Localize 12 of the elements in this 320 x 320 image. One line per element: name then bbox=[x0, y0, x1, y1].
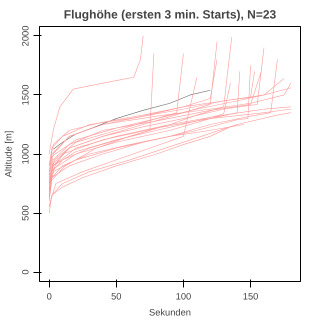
x-tick-label: 50 bbox=[111, 292, 122, 302]
y-tick-label: 500 bbox=[20, 205, 30, 221]
chart-title: Flughöhe (ersten 3 min. Starts), N=23 bbox=[64, 8, 277, 22]
y-tick-label: 0 bbox=[20, 269, 30, 275]
y-tick-label: 1000 bbox=[20, 144, 30, 164]
x-axis-title: Sekunden bbox=[148, 308, 192, 318]
y-tick-label: 2000 bbox=[20, 26, 30, 46]
x-tick-label: 100 bbox=[176, 292, 192, 302]
y-axis-title: Altitude [m] bbox=[4, 130, 14, 178]
x-tick-label: 150 bbox=[242, 292, 258, 302]
x-tick-label: 0 bbox=[46, 292, 52, 302]
y-tick-label: 1500 bbox=[20, 84, 30, 106]
